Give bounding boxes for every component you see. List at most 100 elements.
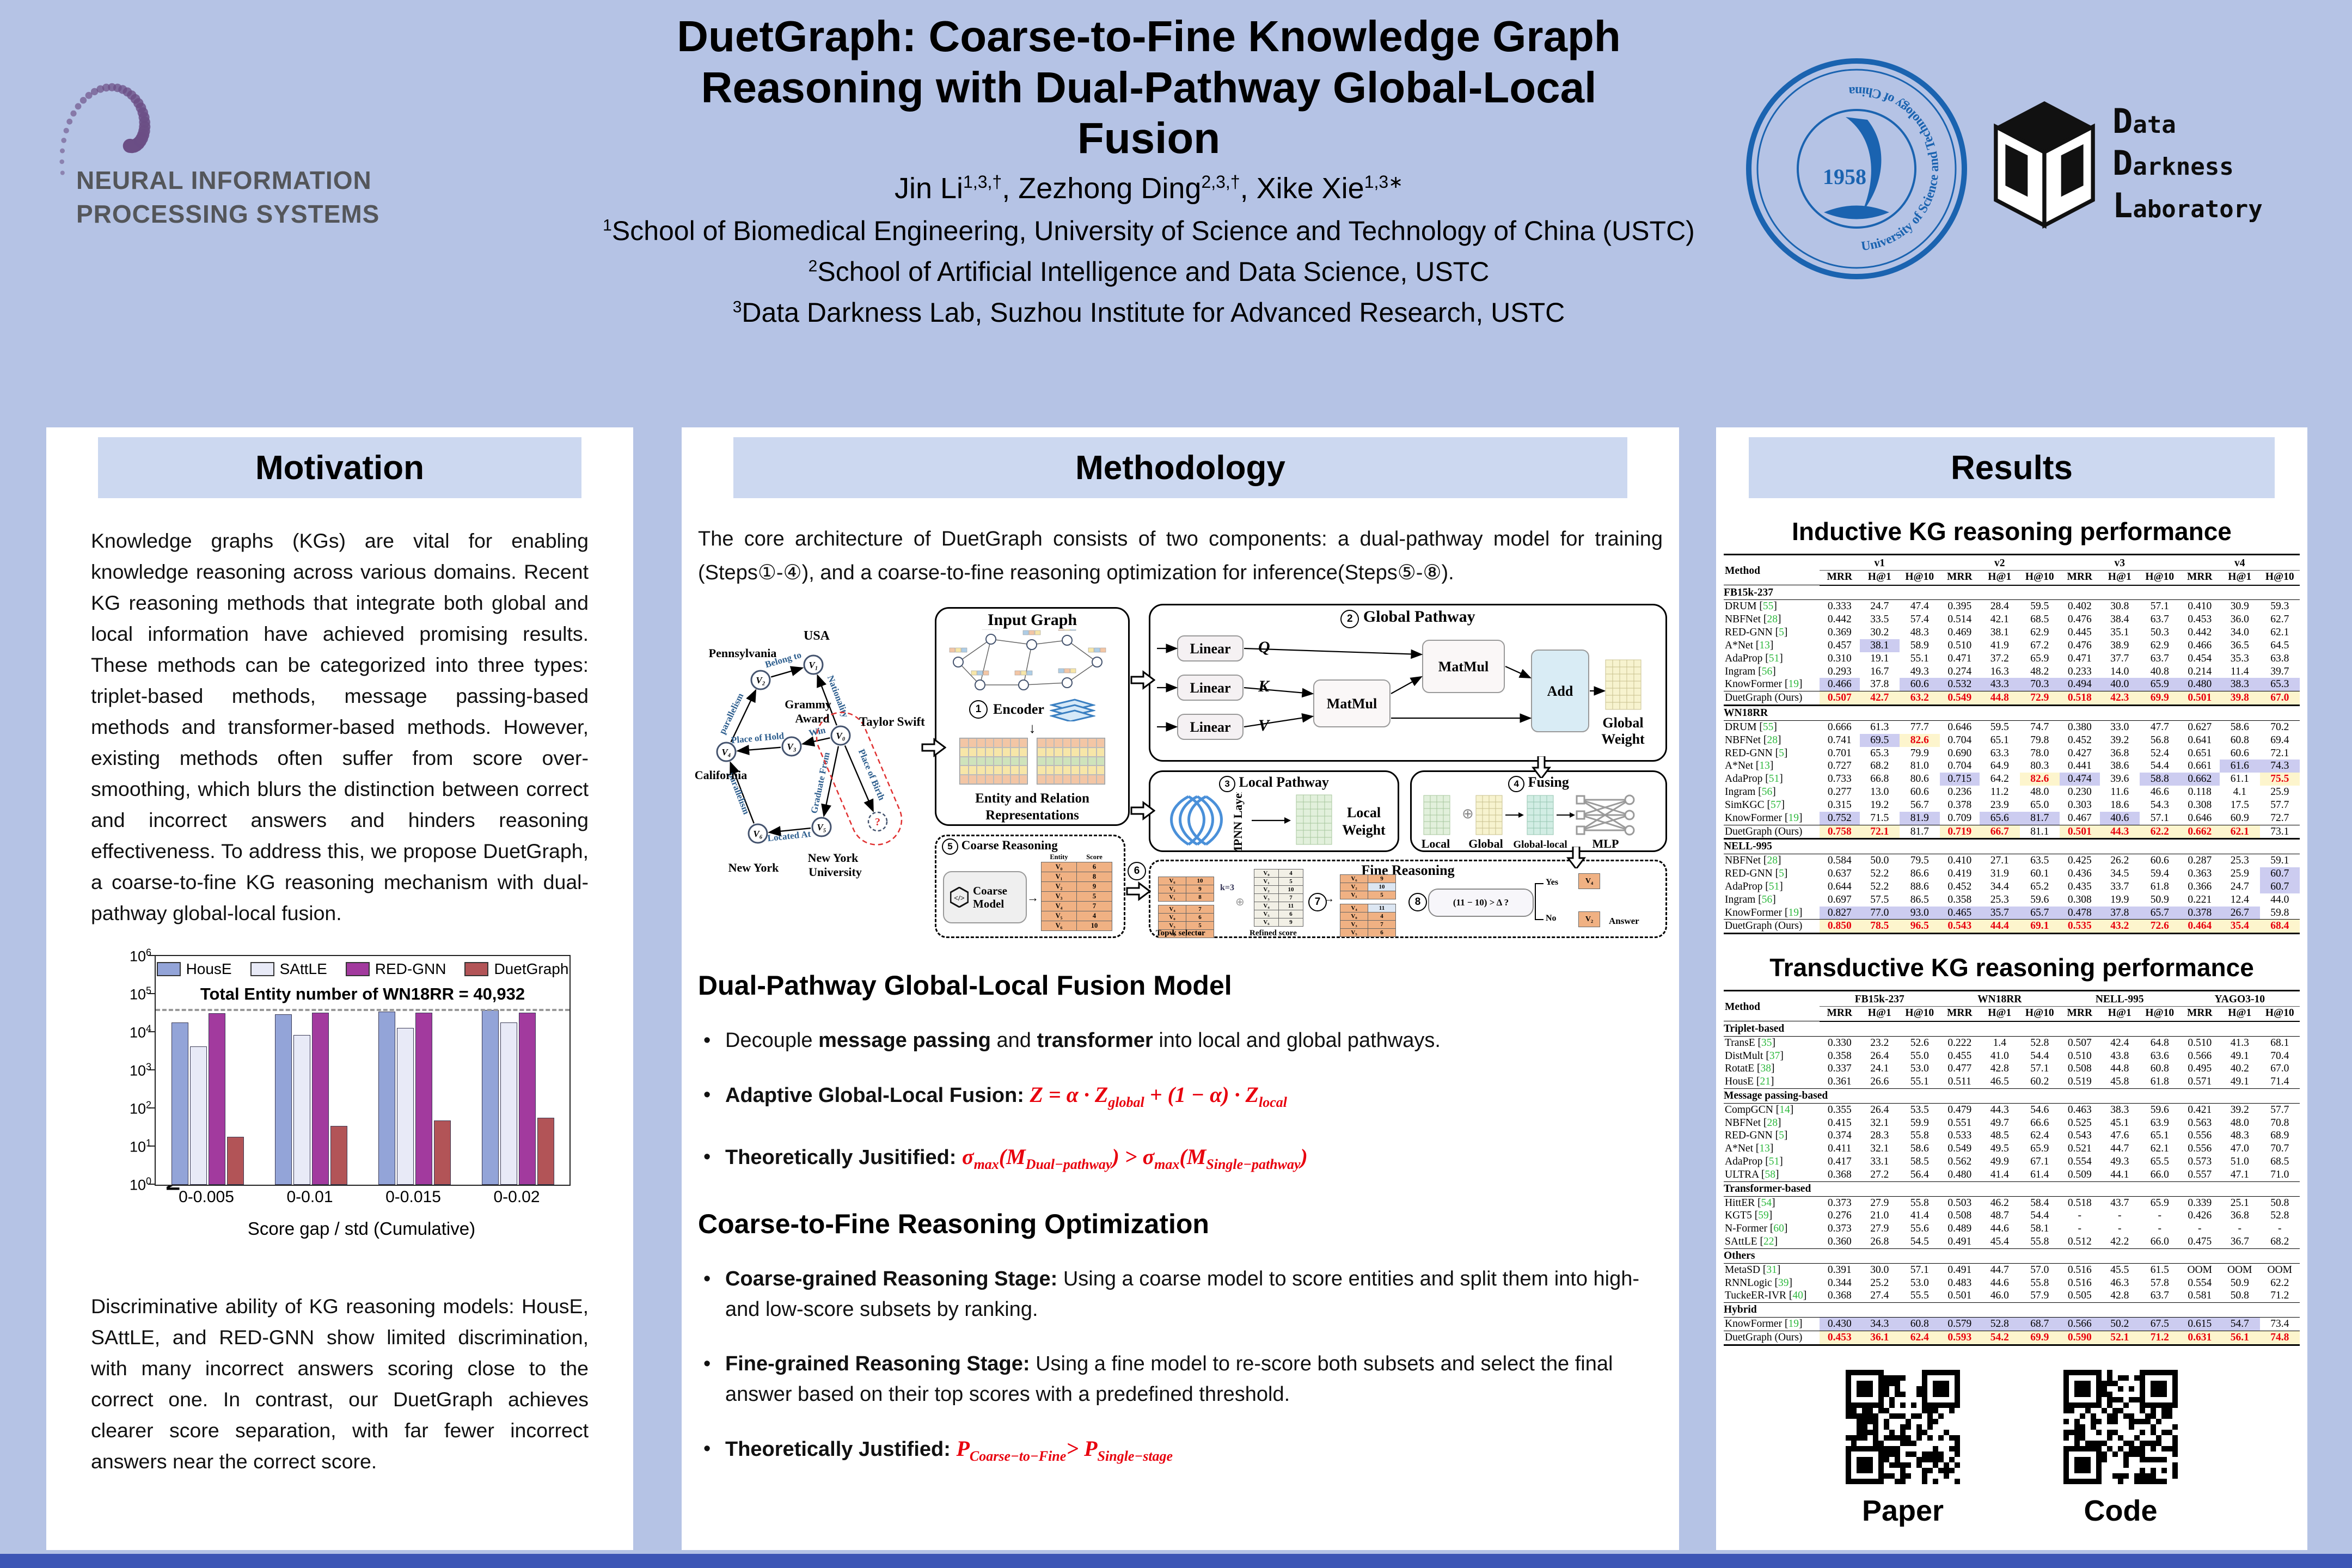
table-cell: 49.3 [2110,1156,2129,1168]
table-cell: 41.3 [2230,1037,2249,1049]
table-cell: 45.1 [2110,1117,2129,1129]
neurips-logo: NEURAL INFORMATION PROCESSING SYSTEMS [44,49,512,343]
table-cell: 25.1 [2230,1197,2249,1209]
table-cell: 62.4 [2030,1130,2049,1142]
table-cell: 0.501 [2060,824,2100,840]
table-cell: 61.1 [2230,773,2249,785]
table-cell: 60.7 [2259,867,2300,880]
table-cell: 86.5 [1910,893,1929,905]
svg-text:MatMul: MatMul [1438,659,1489,675]
table-cell: 81.7 [2019,811,2060,825]
table-cell: 0.221 [2188,893,2212,905]
svg-text:Linear: Linear [1190,719,1230,735]
table-cell: 36.0 [2230,614,2249,626]
bar-SAttLE [396,1028,414,1185]
table-cell: 52.2 [1870,868,1889,880]
table-cell: 0.310 [1827,652,1852,664]
reference-line [156,1009,569,1012]
table-cell: 32.1 [1870,1117,1889,1129]
table-cell: 0.510 [2067,1050,2092,1062]
table-cell: 38.3 [2220,678,2260,691]
table-cell: 30.9 [2230,601,2249,612]
table-cell: 57.4 [1910,614,1929,626]
table-cell: 25.3 [1990,893,2009,905]
table-cell: 51.0 [2230,1156,2249,1168]
chart-legend: HousE SAttLE RED-GNN DuetGraph [156,960,569,978]
footer-strip [0,1554,2352,1568]
table-cell: 26.7 [2220,906,2260,920]
table-cell: 19.1 [1870,652,1889,664]
table-cell: 62.2 [2270,1277,2289,1289]
table-cell: OOM [2267,1264,2292,1276]
title-block: DuetGraph: Coarse-to-Fine Knowledge Grap… [550,5,1748,333]
representation-grids [936,738,1128,785]
table-cell: 58.9 [1910,639,1929,651]
paper-qr-label: Paper [1861,1494,1944,1527]
y-tick-label: 100 [129,1175,151,1193]
table-cell: 0.361 [1827,1076,1852,1088]
table-cell: 0.366 [2188,880,2212,892]
kg-node-label: V₀ [836,731,845,741]
table-cell: 44.8 [1980,691,2020,707]
formula: σmax(MDual−pathway) > σmax(MSingle−pathw… [962,1144,1308,1172]
table-cell: 73.1 [2259,824,2300,840]
table-cell: 0.442 [1827,614,1852,626]
table-cell: 28.3 [1870,1130,1889,1142]
table-cell: 63.8 [2270,652,2289,664]
flow-arrow-icon [1130,669,1156,694]
x-tick-label: 0-0.015 [385,1188,441,1206]
table-cell: 65.7 [2019,906,2060,920]
table-cell: 62.7 [2270,614,2289,626]
table-cell: 0.465 [1939,906,1980,920]
affiliations: 1School of Biomedical Engineering, Unive… [550,211,1748,333]
table-cell: 0.509 [2067,1168,2092,1180]
table-row: A*Net [13] 0.411 32.1 58.6 0.549 49.5 65.9 0.52… [1724,1142,2300,1155]
table-cell: 53.0 [1910,1277,1929,1289]
table-cell: 63.7 [2150,652,2169,664]
table-cell: 42.3 [2099,691,2140,707]
kg-entity-label: Grammy [785,697,831,711]
table-cell: 0.501 [1947,1290,1972,1302]
table-cell: 68.1 [2270,1037,2289,1049]
table-cell: 0.615 [2179,1317,2220,1331]
table-cell: 66.0 [2150,1168,2169,1180]
table-cell: 0.463 [2067,1104,2092,1116]
table-cell: 0.646 [2188,812,2212,824]
table-cell: 59.5 [1990,721,2009,733]
table-cell: 0.441 [2067,760,2092,772]
table-row: DRUM [55] 0.666 61.3 77.7 0.646 59.5 74.7 0.380… [1724,720,2300,733]
table-cell: 59.6 [2150,1104,2169,1116]
table-cell: 0.333 [1827,601,1852,612]
table-cell: 0.222 [1947,1037,1972,1049]
svg-text:⊕: ⊕ [1462,806,1474,822]
table-cell: 58.1 [2030,1223,2049,1235]
table-cell: 42.2 [2110,1236,2129,1248]
table-cell: 37.2 [1990,652,2009,664]
kg-entity-label: University [808,865,862,879]
table-cell: 41.4 [1990,1168,2009,1180]
author: Jin Li [894,171,964,205]
table-cell: 23.9 [1990,799,2009,811]
table-cell: 0.455 [1947,1050,1972,1062]
kg-entity-label: Taylor Swift [859,715,925,728]
bar-DuetGraph [330,1125,347,1185]
table-cell: 0.644 [1827,880,1852,892]
table-cell: 66.7 [1980,824,2020,840]
table-row: RNNLogic [39] 0.344 25.2 53.0 0.483 44.6 55.8 0… [1724,1277,2300,1290]
table-cell: 70.4 [2270,1050,2289,1062]
bar-group [466,956,569,1185]
table-cell: 0.452 [1947,880,1972,892]
table-cell: 0.533 [1947,1130,1972,1142]
table-cell: 50.3 [2150,627,2169,639]
table-cell: 39.2 [2110,734,2129,746]
svg-text:Global: Global [1468,837,1503,850]
table-cell: 0.118 [2188,786,2212,798]
table-cell: 25.3 [2230,855,2249,867]
table-cell: 60.7 [2259,880,2300,893]
flow-arrow-icon [921,737,947,761]
table-row: TuckeER-IVR [40] 0.368 27.4 55.5 0.501 46.0 57… [1724,1289,2300,1302]
bullet-item: Theoretically Jusitified: σmax(MDual−pat… [700,1142,1663,1180]
table-row: RED-GNN [5] 0.369 30.2 48.3 0.469 38.1 62.9 0.4… [1724,626,2300,639]
table-cell: 0.373 [1827,1197,1852,1209]
table-cell: 72.1 [1859,824,1900,840]
